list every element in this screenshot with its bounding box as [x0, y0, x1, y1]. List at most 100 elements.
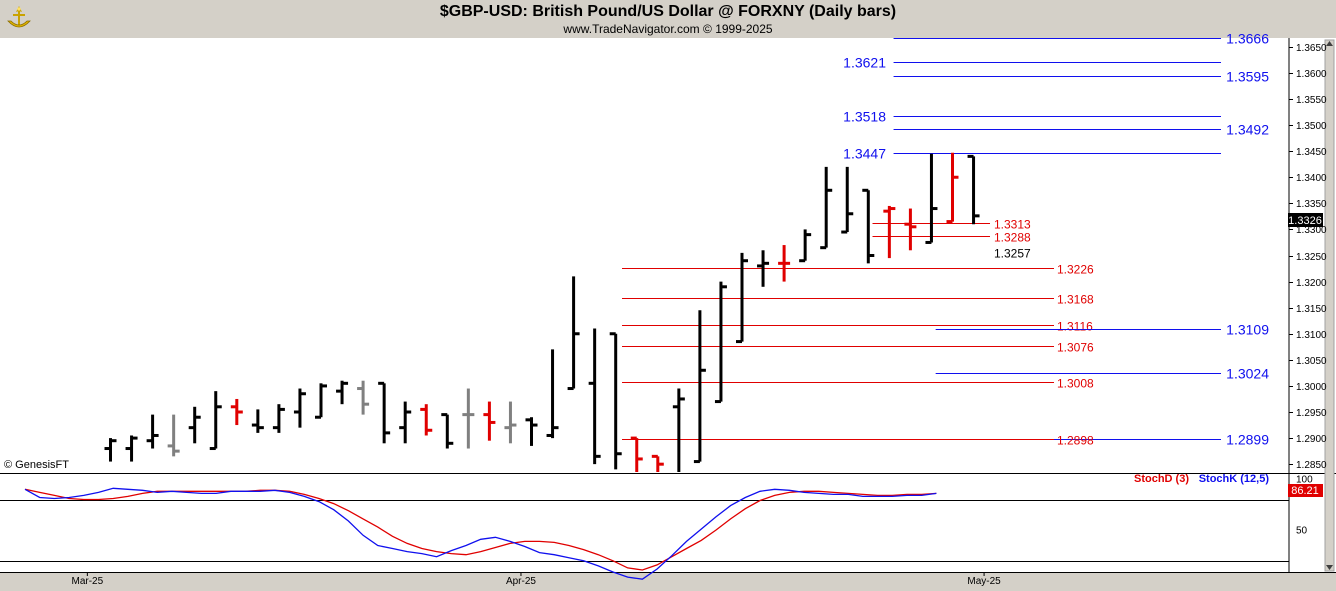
level-label: 1.3116	[1057, 320, 1093, 334]
price-tick-label: 1.3400	[1296, 173, 1327, 184]
last-price-badge	[1288, 213, 1323, 227]
price-tick-label: 1.3650	[1296, 43, 1327, 54]
ohlc-bar	[315, 383, 327, 419]
ohlc-bar	[946, 152, 959, 224]
ohlc-bar	[462, 388, 475, 449]
ohlc-bar	[778, 245, 791, 282]
level-label: 1.3168	[1057, 293, 1094, 307]
price-tick-label: 1.3450	[1296, 147, 1327, 158]
ohlc-bar	[420, 404, 433, 436]
vertical-scrollbar[interactable]	[1324, 39, 1335, 572]
level-label: 1.3288	[994, 231, 1031, 245]
ohlc-bar	[483, 401, 496, 441]
ohlc-bar	[672, 388, 685, 472]
ohlc-bar	[757, 250, 770, 287]
ohlc-bar	[883, 205, 896, 259]
ohlc-bar	[167, 414, 180, 457]
price-tick-label: 1.3350	[1296, 199, 1327, 210]
ohlc-bar	[104, 438, 117, 462]
level-label: 1.2898	[1057, 434, 1094, 448]
price-tick-label: 1.3300	[1296, 225, 1327, 236]
ohlc-bar	[925, 153, 938, 244]
last-price-label: 1.3326	[1288, 215, 1322, 227]
ohlc-bar	[714, 281, 727, 404]
ohlc-bars	[104, 152, 980, 472]
ohlc-bar	[293, 388, 306, 428]
ohlc-bar	[609, 332, 622, 470]
price-tick-label: 1.3250	[1296, 252, 1327, 263]
chart-title: $GBP-USD: British Pound/US Dollar @ FORX…	[439, 3, 897, 20]
price-tick-label: 1.3050	[1296, 356, 1327, 367]
level-label: 1.3257	[994, 247, 1031, 261]
watermark: © GenesisFT	[4, 459, 69, 471]
ohlc-bar	[125, 435, 138, 462]
ohlc-bar	[651, 454, 664, 472]
date-label: May-25	[967, 576, 1001, 587]
level-label: 1.3595	[1226, 69, 1269, 85]
ohlc-bar	[967, 154, 980, 225]
ohlc-bar	[441, 413, 454, 449]
level-label: 1.3024	[1226, 366, 1269, 382]
price-tick-label: 1.3600	[1296, 69, 1327, 80]
level-label: 1.3518	[843, 109, 886, 125]
level-label: 1.3313	[994, 218, 1031, 232]
ohlc-bar	[336, 380, 349, 405]
ohlc-bar	[841, 166, 854, 234]
stoch-line	[24, 487, 937, 580]
price-tick-label: 1.2950	[1296, 408, 1327, 419]
ohlc-bar	[904, 208, 917, 251]
ohlc-bar	[567, 276, 580, 391]
date-label: Apr-25	[506, 576, 536, 587]
level-label: 1.3008	[1057, 377, 1094, 391]
stoch-d-legend: StochD (3)	[1134, 473, 1189, 485]
scroll-down-icon[interactable]	[1326, 565, 1333, 570]
stoch-tick-label: 50	[1296, 526, 1308, 537]
ohlc-bar	[272, 404, 285, 433]
level-label: 1.3076	[1057, 341, 1094, 355]
ohlc-bar	[357, 380, 370, 415]
ohlc-bar	[230, 398, 243, 426]
price-tick-label: 1.3150	[1296, 304, 1327, 315]
stochastic-lines: 100 50	[0, 475, 1313, 580]
level-label: 1.3492	[1226, 122, 1269, 138]
ohlc-bar	[546, 349, 559, 439]
price-levels: 1.3666 1.3621 1.3595 1.3518 1.3492 1.3447 1.33…	[622, 31, 1269, 448]
stoch-tick-label: 100	[1296, 475, 1313, 486]
price-tick-label: 1.3100	[1296, 330, 1327, 341]
date-axis: Mar-25 Apr-25 May-25	[72, 572, 1001, 587]
price-tick-label: 1.2850	[1296, 460, 1327, 471]
level-label: 1.3109	[1226, 322, 1269, 338]
ohlc-bar	[820, 166, 833, 250]
ohlc-bar	[525, 417, 538, 446]
price-tick-label: 1.3500	[1296, 121, 1327, 132]
ohlc-bar	[188, 406, 201, 444]
ohlc-bar	[693, 310, 706, 464]
stoch-last-badge	[1288, 484, 1323, 497]
level-label: 1.3621	[843, 55, 886, 71]
chart-header: $GBP-USD: British Pound/US Dollar @ FORX…	[0, 0, 1336, 38]
chart-subtitle: www.TradeNavigator.com © 1999-2025	[563, 22, 773, 36]
price-tick-label: 1.3200	[1296, 278, 1327, 289]
price-tick-label: 1.2900	[1296, 434, 1327, 445]
trade-navigator-logo-icon	[3, 3, 35, 35]
scroll-up-icon[interactable]	[1326, 41, 1333, 46]
level-label: 1.3226	[1057, 263, 1094, 277]
stoch-last-label: 86.21	[1291, 485, 1319, 497]
price-tick-label: 1.3000	[1296, 382, 1327, 393]
ohlc-bar	[588, 328, 601, 465]
ohlc-bar	[504, 401, 517, 444]
ohlc-bar	[251, 409, 264, 433]
level-label: 1.3447	[843, 146, 886, 162]
ohlc-bar	[146, 414, 159, 449]
ohlc-bar	[799, 229, 812, 263]
ohlc-bar	[209, 391, 222, 451]
price-axis-ticks: 1.3650 1.3600 1.3550 1.3500 1.3450 1.3400 1.33…	[1289, 43, 1327, 471]
stoch-k-legend: StochK (12,5)	[1199, 473, 1270, 485]
price-tick-label: 1.3550	[1296, 95, 1327, 106]
ohlc-bar	[378, 381, 391, 444]
ohlc-bar	[862, 188, 875, 264]
ohlc-bar	[736, 252, 748, 344]
ohlc-bar	[399, 401, 412, 444]
level-label: 1.2899	[1226, 432, 1269, 448]
